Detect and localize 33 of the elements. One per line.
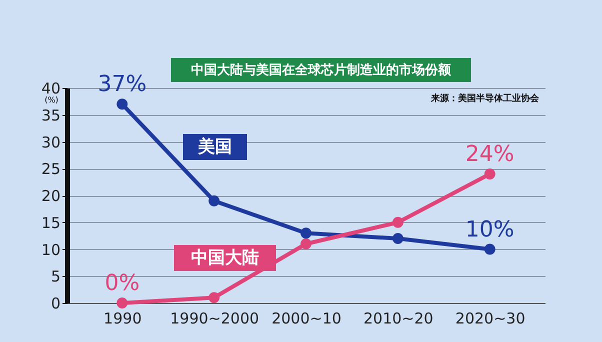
y-tick-label: 40 [41,80,60,98]
x-tick-label: 1990 [104,310,142,328]
y-tick-label: 30 [41,133,60,152]
x-tick-label: 2010~20 [364,310,434,328]
point [392,233,404,244]
data-label: 0% [104,271,140,296]
point [116,298,128,308]
y-tick-label: 5 [50,268,60,286]
point [300,238,312,250]
data-label: 37% [98,72,147,98]
point [392,216,404,228]
y-axis-title: (%) [44,96,58,104]
y-tick-label: 15 [41,214,60,232]
series-label: 美国 [197,137,232,157]
x-tick-label: 2000~10 [272,310,342,328]
point [484,168,496,180]
y-tick-label: 0 [50,294,60,312]
series-label: 中国大陆 [191,248,259,268]
x-tick-label: 1990~2000 [170,310,260,328]
annotation: 来源：美国半导体工业协会 [430,93,540,104]
y-tick-label: 10 [41,240,60,259]
y-tick-label: 20 [41,187,60,205]
point [208,195,220,206]
point [484,244,496,255]
point [300,228,312,239]
y-tick-label: 25 [41,160,60,178]
point [116,98,128,110]
y-tick-label: 35 [41,106,60,124]
x-tick-label: 2020~30 [455,310,526,328]
point [208,292,220,304]
data-label: 10% [465,217,514,242]
data-label: 24% [465,142,514,167]
chart-title: 中国大陆与美国在全球芯片制造业的市场份额 [191,62,452,78]
